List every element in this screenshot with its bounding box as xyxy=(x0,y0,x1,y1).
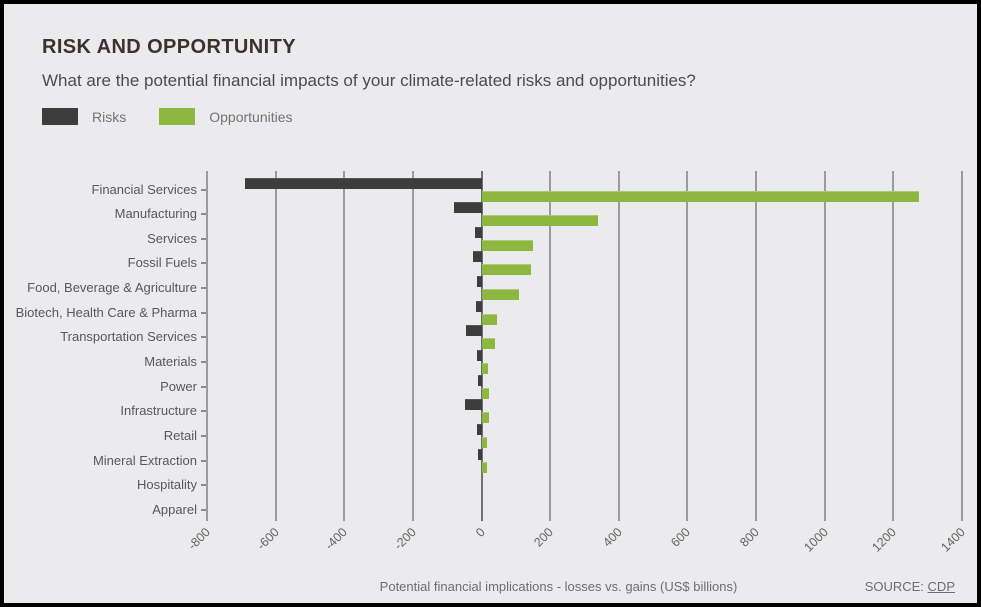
x-tick-label: 800 xyxy=(737,525,762,550)
chart-title: RISK AND OPPORTUNITY xyxy=(42,36,296,58)
category-label: Power xyxy=(160,378,197,394)
source-credit: SOURCE: CDP xyxy=(865,579,955,594)
gridline xyxy=(411,171,414,521)
opportunity-bar xyxy=(481,264,532,276)
category-label: Services xyxy=(147,230,197,246)
gridline xyxy=(617,171,620,521)
x-tick-label: 0 xyxy=(472,525,488,540)
chart-question: What are the potential financial impacts… xyxy=(42,71,696,90)
category-label: Transportation Services xyxy=(60,329,197,345)
y-tick-icon xyxy=(201,262,206,265)
gridline xyxy=(755,171,758,521)
y-tick-icon xyxy=(201,435,206,437)
y-tick-icon xyxy=(201,508,206,511)
x-tick-label: 200 xyxy=(531,525,557,550)
category-label: Manufacturing xyxy=(114,206,197,222)
category-label: Materials xyxy=(144,354,197,370)
category-label: Biotech, Health Care & Pharma xyxy=(15,304,197,320)
y-tick-icon xyxy=(201,459,206,462)
x-axis-caption: Potential financial implications - losse… xyxy=(379,579,738,594)
opportunity-bar xyxy=(481,215,599,227)
source-label: SOURCE: xyxy=(864,579,924,594)
category-label: Retail xyxy=(163,428,197,443)
category-label: Financial Services xyxy=(91,181,198,197)
gridline xyxy=(686,171,689,521)
x-tick-label: 1400 xyxy=(938,525,968,555)
opportunity-bar xyxy=(481,437,488,448)
legend-label-opportunities: Opportunities xyxy=(209,108,293,125)
risks-swatch-icon xyxy=(42,108,78,125)
risk-bar xyxy=(244,177,482,189)
legend: Risks Opportunities xyxy=(42,108,293,125)
category-label: Apparel xyxy=(152,501,197,517)
risk-bar xyxy=(472,251,482,263)
opportunity-bar xyxy=(481,412,490,424)
category-label: Mineral Extraction xyxy=(92,452,197,468)
risk-bar xyxy=(478,448,482,460)
x-tick-label: 1200 xyxy=(869,525,900,555)
y-tick-icon xyxy=(201,213,206,216)
opportunity-bar xyxy=(481,190,920,202)
risk-bar xyxy=(476,300,482,312)
risk-bar xyxy=(477,424,482,435)
gridline xyxy=(823,171,826,521)
legend-item-risks: Risks xyxy=(42,108,126,125)
gridline xyxy=(549,171,552,521)
x-tick-label: -800 xyxy=(185,525,213,553)
y-tick-icon xyxy=(201,385,206,388)
opportunity-bar xyxy=(481,461,487,473)
category-label: Infrastructure xyxy=(120,403,197,419)
x-tick-label: -200 xyxy=(391,525,419,553)
x-tick-label: 400 xyxy=(600,525,625,550)
risk-bar xyxy=(454,202,482,214)
legend-item-opportunities: Opportunities xyxy=(159,108,293,125)
category-label: Food, Beverage & Agriculture xyxy=(27,280,197,296)
y-tick-icon xyxy=(201,410,206,413)
risk-bar xyxy=(478,374,482,386)
y-tick-icon xyxy=(201,287,206,290)
bar-chart: -800 -600 -400 -200 0 200 400 600 800 1000 1200 140… xyxy=(4,4,977,603)
x-tick-label: 600 xyxy=(668,525,694,550)
gridline xyxy=(961,171,963,521)
x-tick-label: 1000 xyxy=(801,525,831,555)
gridline xyxy=(892,171,895,521)
category-label: Fossil Fuels xyxy=(127,255,197,271)
gridline xyxy=(274,171,277,521)
y-tick-icon xyxy=(201,237,206,240)
risk-bar xyxy=(477,276,482,288)
opportunity-bar xyxy=(481,289,520,301)
category-label: Hospitality xyxy=(137,477,197,493)
x-tick-label: -400 xyxy=(322,525,351,553)
y-tick-icon xyxy=(201,188,206,191)
opportunity-bar xyxy=(481,338,496,350)
risk-bar xyxy=(474,226,482,238)
opportunity-bar xyxy=(481,313,497,325)
opportunities-swatch-icon xyxy=(159,108,196,125)
y-tick-icon xyxy=(201,336,206,339)
risk-bar xyxy=(465,399,482,411)
gridline xyxy=(343,171,346,521)
opportunity-bar xyxy=(481,239,533,251)
x-tick-label: -600 xyxy=(253,525,282,553)
y-tick-icon xyxy=(201,484,206,487)
risk-bar xyxy=(477,350,482,362)
risk-bar xyxy=(466,325,482,337)
source-link[interactable]: CDP xyxy=(927,579,955,594)
opportunity-bar xyxy=(481,387,490,399)
y-tick-icon xyxy=(201,361,206,364)
y-tick-icon xyxy=(201,311,206,314)
opportunity-bar xyxy=(481,363,489,375)
legend-label-risks: Risks xyxy=(92,108,127,125)
gridline xyxy=(206,171,208,521)
